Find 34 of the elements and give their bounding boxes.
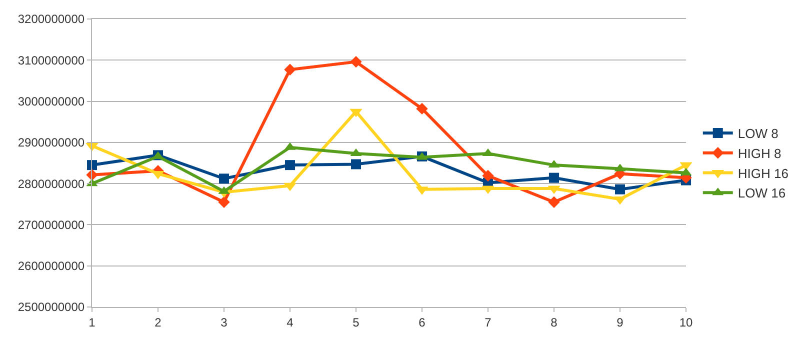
point bbox=[350, 56, 362, 68]
x-tick-label: 7 bbox=[484, 315, 492, 330]
point bbox=[219, 174, 229, 184]
point bbox=[615, 184, 625, 194]
point bbox=[87, 160, 97, 170]
point bbox=[351, 159, 361, 170]
legend-label: HIGH 8 bbox=[738, 146, 782, 161]
y-tick-label: 2800000000 bbox=[18, 176, 85, 191]
x-tick-label: 6 bbox=[418, 315, 426, 330]
point bbox=[482, 170, 494, 182]
x-tick-label: 8 bbox=[550, 315, 558, 330]
y-tick-label: 2600000000 bbox=[18, 259, 85, 274]
x-tick-label: 3 bbox=[220, 315, 228, 330]
point bbox=[549, 172, 559, 183]
x-tick-label: 9 bbox=[616, 315, 624, 330]
y-tick-label: 3100000000 bbox=[18, 53, 85, 68]
point bbox=[548, 196, 560, 208]
x-tick-label: 5 bbox=[352, 315, 360, 330]
y-tick-label: 3000000000 bbox=[18, 94, 85, 108]
point bbox=[284, 64, 296, 76]
legend-label: LOW 8 bbox=[738, 126, 778, 142]
y-tick-label: 2900000000 bbox=[18, 136, 85, 150]
point bbox=[218, 196, 230, 208]
legend-label: LOW 16 bbox=[738, 186, 786, 201]
y-tick-label: 3200000000 bbox=[18, 12, 85, 26]
x-tick-label: 2 bbox=[154, 315, 162, 330]
x-tick-label: 4 bbox=[286, 315, 294, 330]
point bbox=[416, 102, 428, 115]
y-tick-label: 2700000000 bbox=[18, 218, 85, 232]
x-tick-label: 1 bbox=[88, 315, 96, 330]
point bbox=[285, 160, 295, 170]
legend-label: HIGH 16 bbox=[738, 166, 788, 181]
x-tick-label: 10 bbox=[679, 315, 693, 330]
y-tick-label: 2500000000 bbox=[18, 300, 85, 314]
